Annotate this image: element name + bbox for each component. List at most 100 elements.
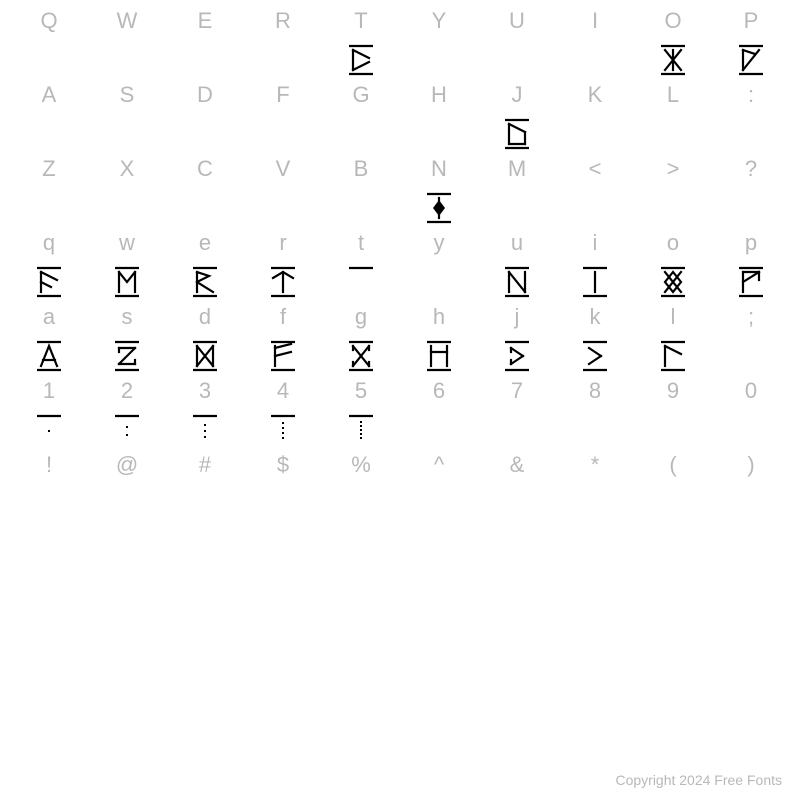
glyph-slot xyxy=(263,482,303,522)
glyph-slot xyxy=(731,38,771,78)
glyph-slot xyxy=(731,408,771,448)
key-label: u xyxy=(511,230,523,256)
char-cell: F xyxy=(244,82,322,156)
a_rune-icon xyxy=(33,334,65,374)
key-label: B xyxy=(354,156,369,182)
char-cell: ! xyxy=(10,452,88,526)
f_rune-icon xyxy=(267,334,299,374)
glyph-slot xyxy=(497,260,537,300)
char-cell: X xyxy=(88,156,166,230)
char-cell: G xyxy=(322,82,400,156)
key-label: f xyxy=(280,304,286,330)
key-label: ^ xyxy=(434,452,444,478)
char-cell: L xyxy=(634,82,712,156)
glyph-slot xyxy=(107,260,147,300)
glyph-slot xyxy=(419,260,459,300)
P_rune-icon xyxy=(735,38,767,78)
char-cell: ^ xyxy=(400,452,478,526)
key-label: y xyxy=(434,230,445,256)
glyph-slot xyxy=(419,186,459,226)
char-cell: ) xyxy=(712,452,790,526)
key-label: 0 xyxy=(745,378,757,404)
key-label: O xyxy=(664,8,681,34)
key-label: $ xyxy=(277,452,289,478)
char-cell: I xyxy=(556,8,634,82)
glyph-slot xyxy=(341,112,381,152)
key-label: # xyxy=(199,452,211,478)
key-label: k xyxy=(590,304,601,330)
key-label: L xyxy=(667,82,679,108)
key-label: t xyxy=(358,230,364,256)
char-cell: s xyxy=(88,304,166,378)
key-label: p xyxy=(745,230,757,256)
key-label: ! xyxy=(46,452,52,478)
key-label: l xyxy=(671,304,676,330)
glyph-slot xyxy=(653,260,693,300)
key-label: U xyxy=(509,8,525,34)
glyph-slot xyxy=(341,260,381,300)
d_rune-icon xyxy=(189,334,221,374)
char-cell: J xyxy=(478,82,556,156)
glyph-slot xyxy=(575,482,615,522)
key-label: 5 xyxy=(355,378,367,404)
char-cell: E xyxy=(166,8,244,82)
char-cell: 7 xyxy=(478,378,556,452)
glyph-slot xyxy=(341,408,381,448)
glyph-slot xyxy=(263,334,303,374)
key-label: A xyxy=(42,82,57,108)
key-label: K xyxy=(588,82,603,108)
key-label: Z xyxy=(42,156,55,182)
char-cell: > xyxy=(634,156,712,230)
char-cell: Z xyxy=(10,156,88,230)
glyph-slot xyxy=(575,408,615,448)
glyph-slot xyxy=(185,260,225,300)
glyph-slot xyxy=(107,482,147,522)
char-cell: u xyxy=(478,230,556,304)
char-cell: C xyxy=(166,156,244,230)
glyph-slot xyxy=(575,334,615,374)
glyph-slot xyxy=(653,482,693,522)
key-label: 8 xyxy=(589,378,601,404)
char-cell: V xyxy=(244,156,322,230)
i_rune-icon xyxy=(579,260,611,300)
glyph-slot xyxy=(653,186,693,226)
char-cell: * xyxy=(556,452,634,526)
glyph-slot xyxy=(731,482,771,522)
glyph-slot xyxy=(419,38,459,78)
key-label: g xyxy=(355,304,367,330)
char-cell: 4 xyxy=(244,378,322,452)
char-cell: 2 xyxy=(88,378,166,452)
char-cell: Q xyxy=(10,8,88,82)
glyph-slot xyxy=(497,186,537,226)
char-cell: P xyxy=(712,8,790,82)
o_rune2-icon xyxy=(657,260,689,300)
glyph-slot xyxy=(185,408,225,448)
glyph-slot xyxy=(731,112,771,152)
glyph-slot xyxy=(419,112,459,152)
char-cell: 0 xyxy=(712,378,790,452)
key-label: 2 xyxy=(121,378,133,404)
glyph-slot xyxy=(29,186,69,226)
glyph-slot xyxy=(263,408,303,448)
dots3-icon xyxy=(189,408,221,448)
key-label: 7 xyxy=(511,378,523,404)
key-label: : xyxy=(748,82,754,108)
char-cell: R xyxy=(244,8,322,82)
char-cell: o xyxy=(634,230,712,304)
glyph-slot xyxy=(419,482,459,522)
char-cell: y xyxy=(400,230,478,304)
s_rune-icon xyxy=(111,334,143,374)
glyph-slot xyxy=(107,408,147,448)
char-cell: A xyxy=(10,82,88,156)
key-label: ( xyxy=(669,452,676,478)
glyph-slot xyxy=(341,186,381,226)
key-label: h xyxy=(433,304,445,330)
key-label: R xyxy=(275,8,291,34)
key-label: N xyxy=(431,156,447,182)
J_rune-icon xyxy=(501,112,533,152)
dots5-icon xyxy=(345,408,377,448)
char-cell: K xyxy=(556,82,634,156)
key-label: Y xyxy=(432,8,447,34)
q_rune-icon xyxy=(33,260,65,300)
key-label: ; xyxy=(748,304,754,330)
